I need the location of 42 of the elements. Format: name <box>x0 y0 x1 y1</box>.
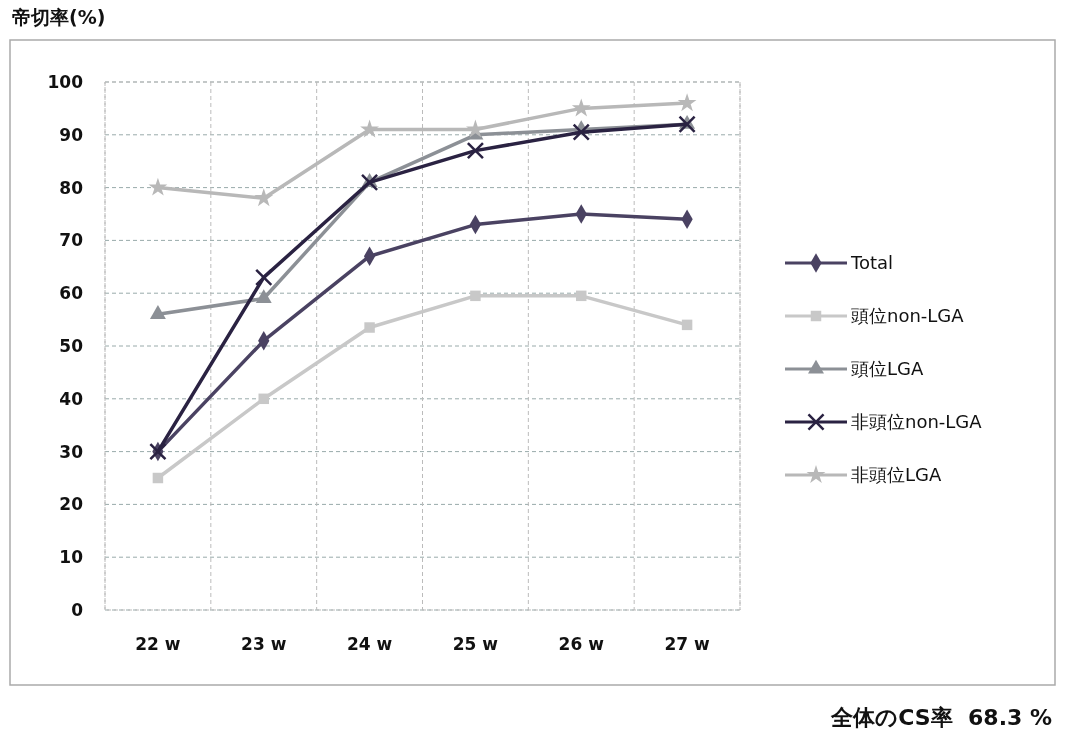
x-tick-label: 27 w <box>664 634 711 654</box>
point <box>254 268 273 287</box>
x-tick-label: 25 w <box>452 634 499 654</box>
legend-label: 頭位non-LGA <box>851 305 965 327</box>
point <box>360 119 379 138</box>
point <box>470 290 481 302</box>
legend-label: Total <box>850 252 894 274</box>
y-tick-label: 60 <box>59 283 84 304</box>
y-tick-label: 40 <box>59 388 84 409</box>
x-tick-label: 26 w <box>558 634 605 654</box>
y-axis-title: 帝切率(%) <box>12 6 106 28</box>
y-tick-label: 50 <box>59 335 84 356</box>
y-tick-label: 100 <box>47 71 84 92</box>
point <box>258 393 269 405</box>
point <box>576 290 587 302</box>
x-tick-label: 24 w <box>346 634 393 654</box>
text: 全体のCS率 68.3 % <box>830 705 1052 730</box>
y-tick-label: 70 <box>59 230 84 251</box>
point <box>254 188 274 207</box>
point <box>255 289 272 304</box>
point <box>364 322 375 333</box>
point <box>466 141 485 160</box>
point <box>152 472 164 484</box>
y-tick-label: 80 <box>59 177 84 198</box>
point <box>466 119 485 138</box>
y-tick-label: 30 <box>59 441 84 462</box>
point <box>677 93 697 112</box>
point <box>678 115 696 134</box>
point <box>571 98 591 117</box>
y-tick-label: 20 <box>59 494 84 515</box>
y-tick-label: 10 <box>59 547 84 568</box>
point <box>360 173 379 192</box>
point <box>148 177 168 196</box>
y-tick-label: 90 <box>59 124 84 145</box>
legend-label: 非頭位non-LGA <box>851 411 983 433</box>
x-tick-label: 22 w <box>135 634 181 654</box>
legend-label: 頭位LGA <box>851 358 924 380</box>
legend-label: 非頭位LGA <box>851 464 942 486</box>
point <box>681 319 693 331</box>
x-tick-label: 23 w <box>241 634 287 654</box>
point <box>572 123 591 141</box>
y-tick-label: 0 <box>71 599 84 620</box>
